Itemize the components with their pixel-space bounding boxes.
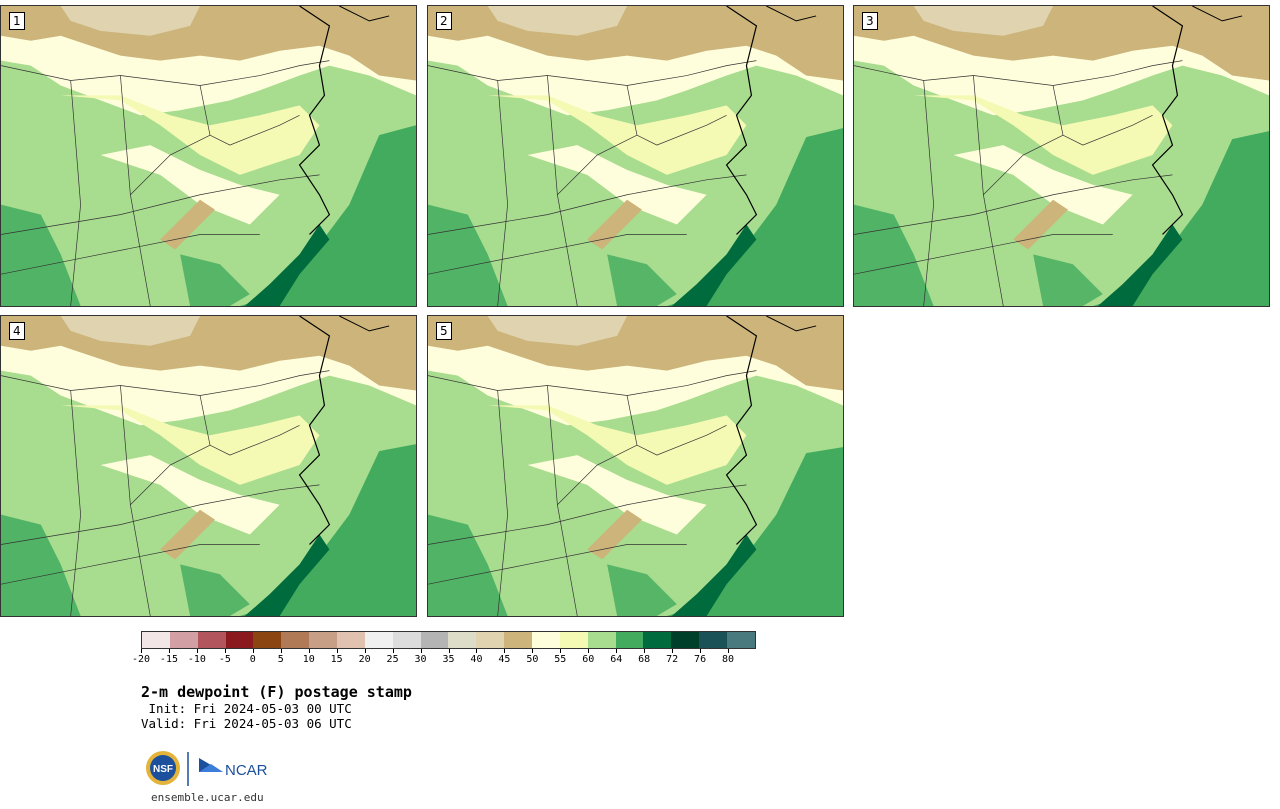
colorbar-tick-label: 0 — [249, 654, 256, 665]
colorbar-tick-label: 60 — [582, 654, 595, 665]
colorbar-tick — [616, 649, 618, 653]
colorbar-tick — [280, 649, 282, 653]
colorbar-segment — [225, 632, 254, 648]
colorbar-tick-label: 5 — [277, 654, 284, 665]
nsf-logo-text: NSF — [153, 764, 173, 775]
colorbar-tick — [672, 649, 674, 653]
colorbar-segment — [448, 632, 477, 648]
colorbar-tick-label: 20 — [358, 654, 371, 665]
colorbar-tick-label: 55 — [554, 654, 567, 665]
colorbar — [141, 631, 756, 649]
colorbar-tick — [196, 649, 198, 653]
colorbar-tick-label: 80 — [722, 654, 735, 665]
colorbar-tick-label: 50 — [526, 654, 539, 665]
colorbar-tick — [224, 649, 226, 653]
colorbar-tick — [504, 649, 506, 653]
stamp-label: 2 — [436, 12, 452, 30]
colorbar-tick — [588, 649, 590, 653]
colorbar-tick — [308, 649, 310, 653]
colorbar-segment — [615, 632, 644, 648]
colorbar-tick-label: 40 — [470, 654, 483, 665]
colorbar-segment — [281, 632, 310, 648]
colorbar-segment — [392, 632, 421, 648]
colorbar-tick-label: 76 — [694, 654, 707, 665]
colorbar-segment — [169, 632, 198, 648]
colorbar-tick — [700, 649, 702, 653]
init-time: Init: Fri 2024-05-03 00 UTC — [141, 701, 352, 716]
colorbar-segment — [532, 632, 560, 648]
colorbar-tick-label: 15 — [330, 654, 343, 665]
colorbar-segment — [699, 632, 728, 648]
stamp-panel-5: 5 — [427, 315, 844, 617]
stamp-label: 5 — [436, 322, 452, 340]
colorbar-tick-label: 10 — [302, 654, 315, 665]
colorbar-segment — [587, 632, 616, 648]
colorbar-segment — [727, 632, 755, 648]
stamp-panel-2: 2 — [427, 5, 844, 307]
colorbar-tick — [560, 649, 562, 653]
colorbar-tick-label: -15 — [159, 654, 178, 665]
colorbar-segment — [420, 632, 449, 648]
colorbar-tick-label: 68 — [638, 654, 651, 665]
stamp-label: 4 — [9, 322, 25, 340]
colorbar-segment — [142, 632, 170, 648]
colorbar-ticks: -20 -15 -10 -5 0 5 10 15 20 25 30 35 40 45 50 55 60 64 68 7… — [132, 649, 756, 669]
colorbar-tick-label: 45 — [498, 654, 511, 665]
colorbar-tick — [364, 649, 366, 653]
ncar-logo-text: NCAR — [225, 762, 268, 779]
colorbar-tick — [420, 649, 422, 653]
stamp-panel-1: 1 — [0, 5, 417, 307]
stamp-panel-3: 3 — [853, 5, 1270, 307]
site-url: ensemble.ucar.edu — [151, 791, 264, 804]
colorbar-tick — [476, 649, 478, 653]
colorbar-segment — [559, 632, 588, 648]
colorbar-segment — [337, 632, 365, 648]
colorbar-tick-label: -20 — [131, 654, 151, 665]
colorbar-segment — [364, 632, 393, 648]
stamp-panel-4: 4 — [0, 315, 417, 617]
colorbar-segment — [197, 632, 226, 648]
colorbar-tick-label: -5 — [218, 654, 231, 665]
colorbar-tick — [168, 649, 170, 653]
colorbar-tick — [644, 649, 646, 653]
colorbar-tick — [448, 649, 450, 653]
stamp-label: 3 — [862, 12, 878, 30]
colorbar-tick — [728, 649, 730, 653]
colorbar-tick-label: -10 — [187, 654, 206, 665]
colorbar-segment — [643, 632, 672, 648]
colorbar-tick-label: 25 — [386, 654, 399, 665]
colorbar-tick — [392, 649, 394, 653]
colorbar-tick — [252, 649, 254, 653]
colorbar-tick-label: 30 — [414, 654, 427, 665]
logos: NSF NCAR — [145, 750, 275, 790]
colorbar-tick — [336, 649, 338, 653]
colorbar-segment — [504, 632, 533, 648]
stamp-label: 1 — [9, 12, 25, 30]
colorbar-segment — [253, 632, 282, 648]
colorbar-tick — [532, 649, 534, 653]
colorbar-segment — [476, 632, 505, 648]
colorbar-tick — [141, 649, 142, 653]
nsf-logo-icon: NSF — [146, 751, 180, 785]
colorbar-segment — [671, 632, 700, 648]
valid-time: Valid: Fri 2024-05-03 06 UTC — [141, 716, 352, 731]
ncar-logo-icon: NCAR — [199, 758, 268, 779]
colorbar-tick-label: 35 — [442, 654, 455, 665]
colorbar-segment — [309, 632, 338, 648]
colorbar-tick-label: 64 — [610, 654, 623, 665]
plot-title: 2-m dewpoint (F) postage stamp — [141, 683, 412, 701]
colorbar-tick-label: 72 — [666, 654, 679, 665]
